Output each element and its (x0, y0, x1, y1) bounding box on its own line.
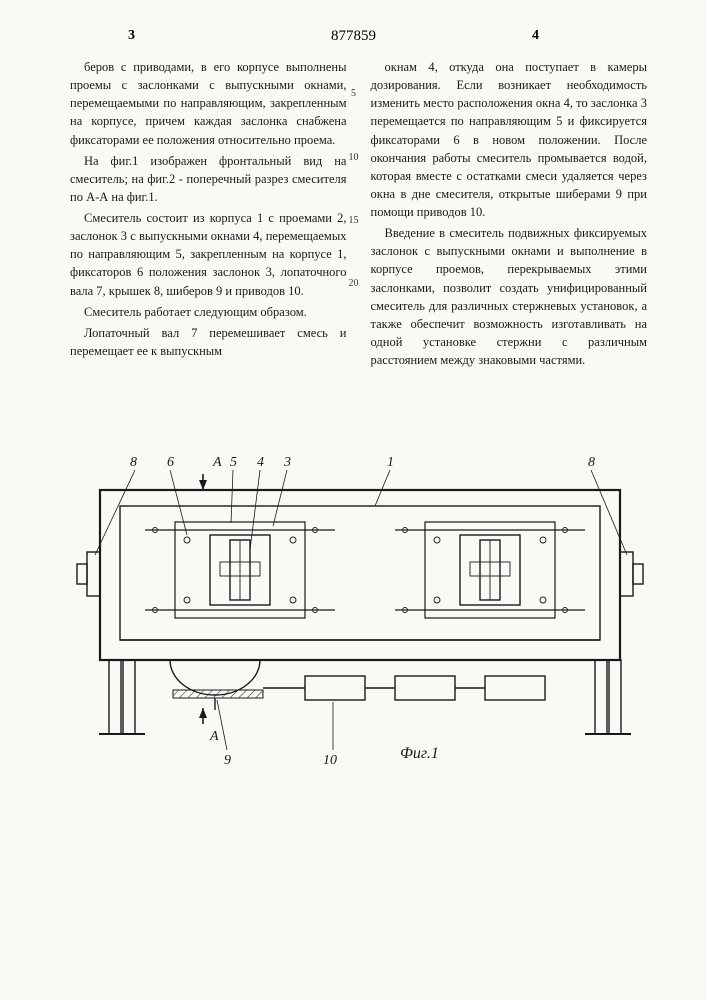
line-marker: 20 (344, 278, 364, 289)
right-column: окнам 4, откуда она поступает в камеры д… (371, 58, 648, 372)
line-marker: 15 (344, 215, 364, 226)
paragraph: окнам 4, откуда она поступает в камеры д… (371, 58, 648, 221)
section-marks (199, 474, 207, 724)
paragraph: беров с приводами, в его корпусе выполне… (70, 58, 347, 149)
label-4: 4 (257, 455, 264, 470)
paragraph: Лопаточный вал 7 перемешивает смесь и пе… (70, 324, 347, 360)
label-9: 9 (224, 753, 231, 768)
shiber (170, 660, 263, 710)
label-5: 5 (230, 455, 237, 470)
doc-number: 877859 (331, 28, 376, 45)
label-A-top: А (212, 455, 222, 470)
paragraph: Смеситель работает следующим образом. (70, 303, 347, 321)
line-marker: 10 (344, 152, 364, 163)
paragraph: На фиг.1 изображен фронтальный вид на см… (70, 152, 347, 206)
line-marker: 5 (344, 88, 364, 99)
label-1: 1 (387, 455, 394, 470)
label-8-right: 8 (588, 455, 595, 470)
label-texts: 6 А 5 4 3 1 8 8 А 9 10 (130, 455, 595, 768)
cap-left (77, 552, 100, 596)
label-A-bot: А (209, 729, 219, 744)
page: 3 877859 4 беров с приводами, в его корп… (0, 0, 707, 1000)
figure-svg: 6 А 5 4 3 1 8 8 А 9 10 Фиг.1 (55, 440, 655, 790)
figure-caption: Фиг.1 (400, 745, 439, 762)
label-6: 6 (167, 455, 174, 470)
paragraph: Введение в смеситель подвижных фиксируем… (371, 224, 648, 369)
cap-right (620, 552, 643, 596)
left-assembly (145, 522, 335, 618)
label-3: 3 (283, 455, 291, 470)
figure-1: 6 А 5 4 3 1 8 8 А 9 10 Фиг.1 (55, 440, 655, 790)
page-num-right: 4 (532, 28, 539, 44)
right-assembly (395, 522, 585, 618)
page-num-left: 3 (128, 28, 135, 44)
actuator (263, 676, 545, 700)
label-10: 10 (323, 753, 337, 768)
paragraph: Смеситель состоит из корпуса 1 с проемам… (70, 209, 347, 300)
left-column: беров с приводами, в его корпусе выполне… (70, 58, 347, 372)
label-8-left: 8 (130, 455, 137, 470)
